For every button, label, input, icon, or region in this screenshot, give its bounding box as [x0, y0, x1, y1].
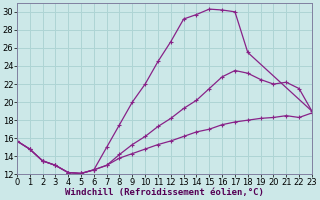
X-axis label: Windchill (Refroidissement éolien,°C): Windchill (Refroidissement éolien,°C): [65, 188, 264, 197]
